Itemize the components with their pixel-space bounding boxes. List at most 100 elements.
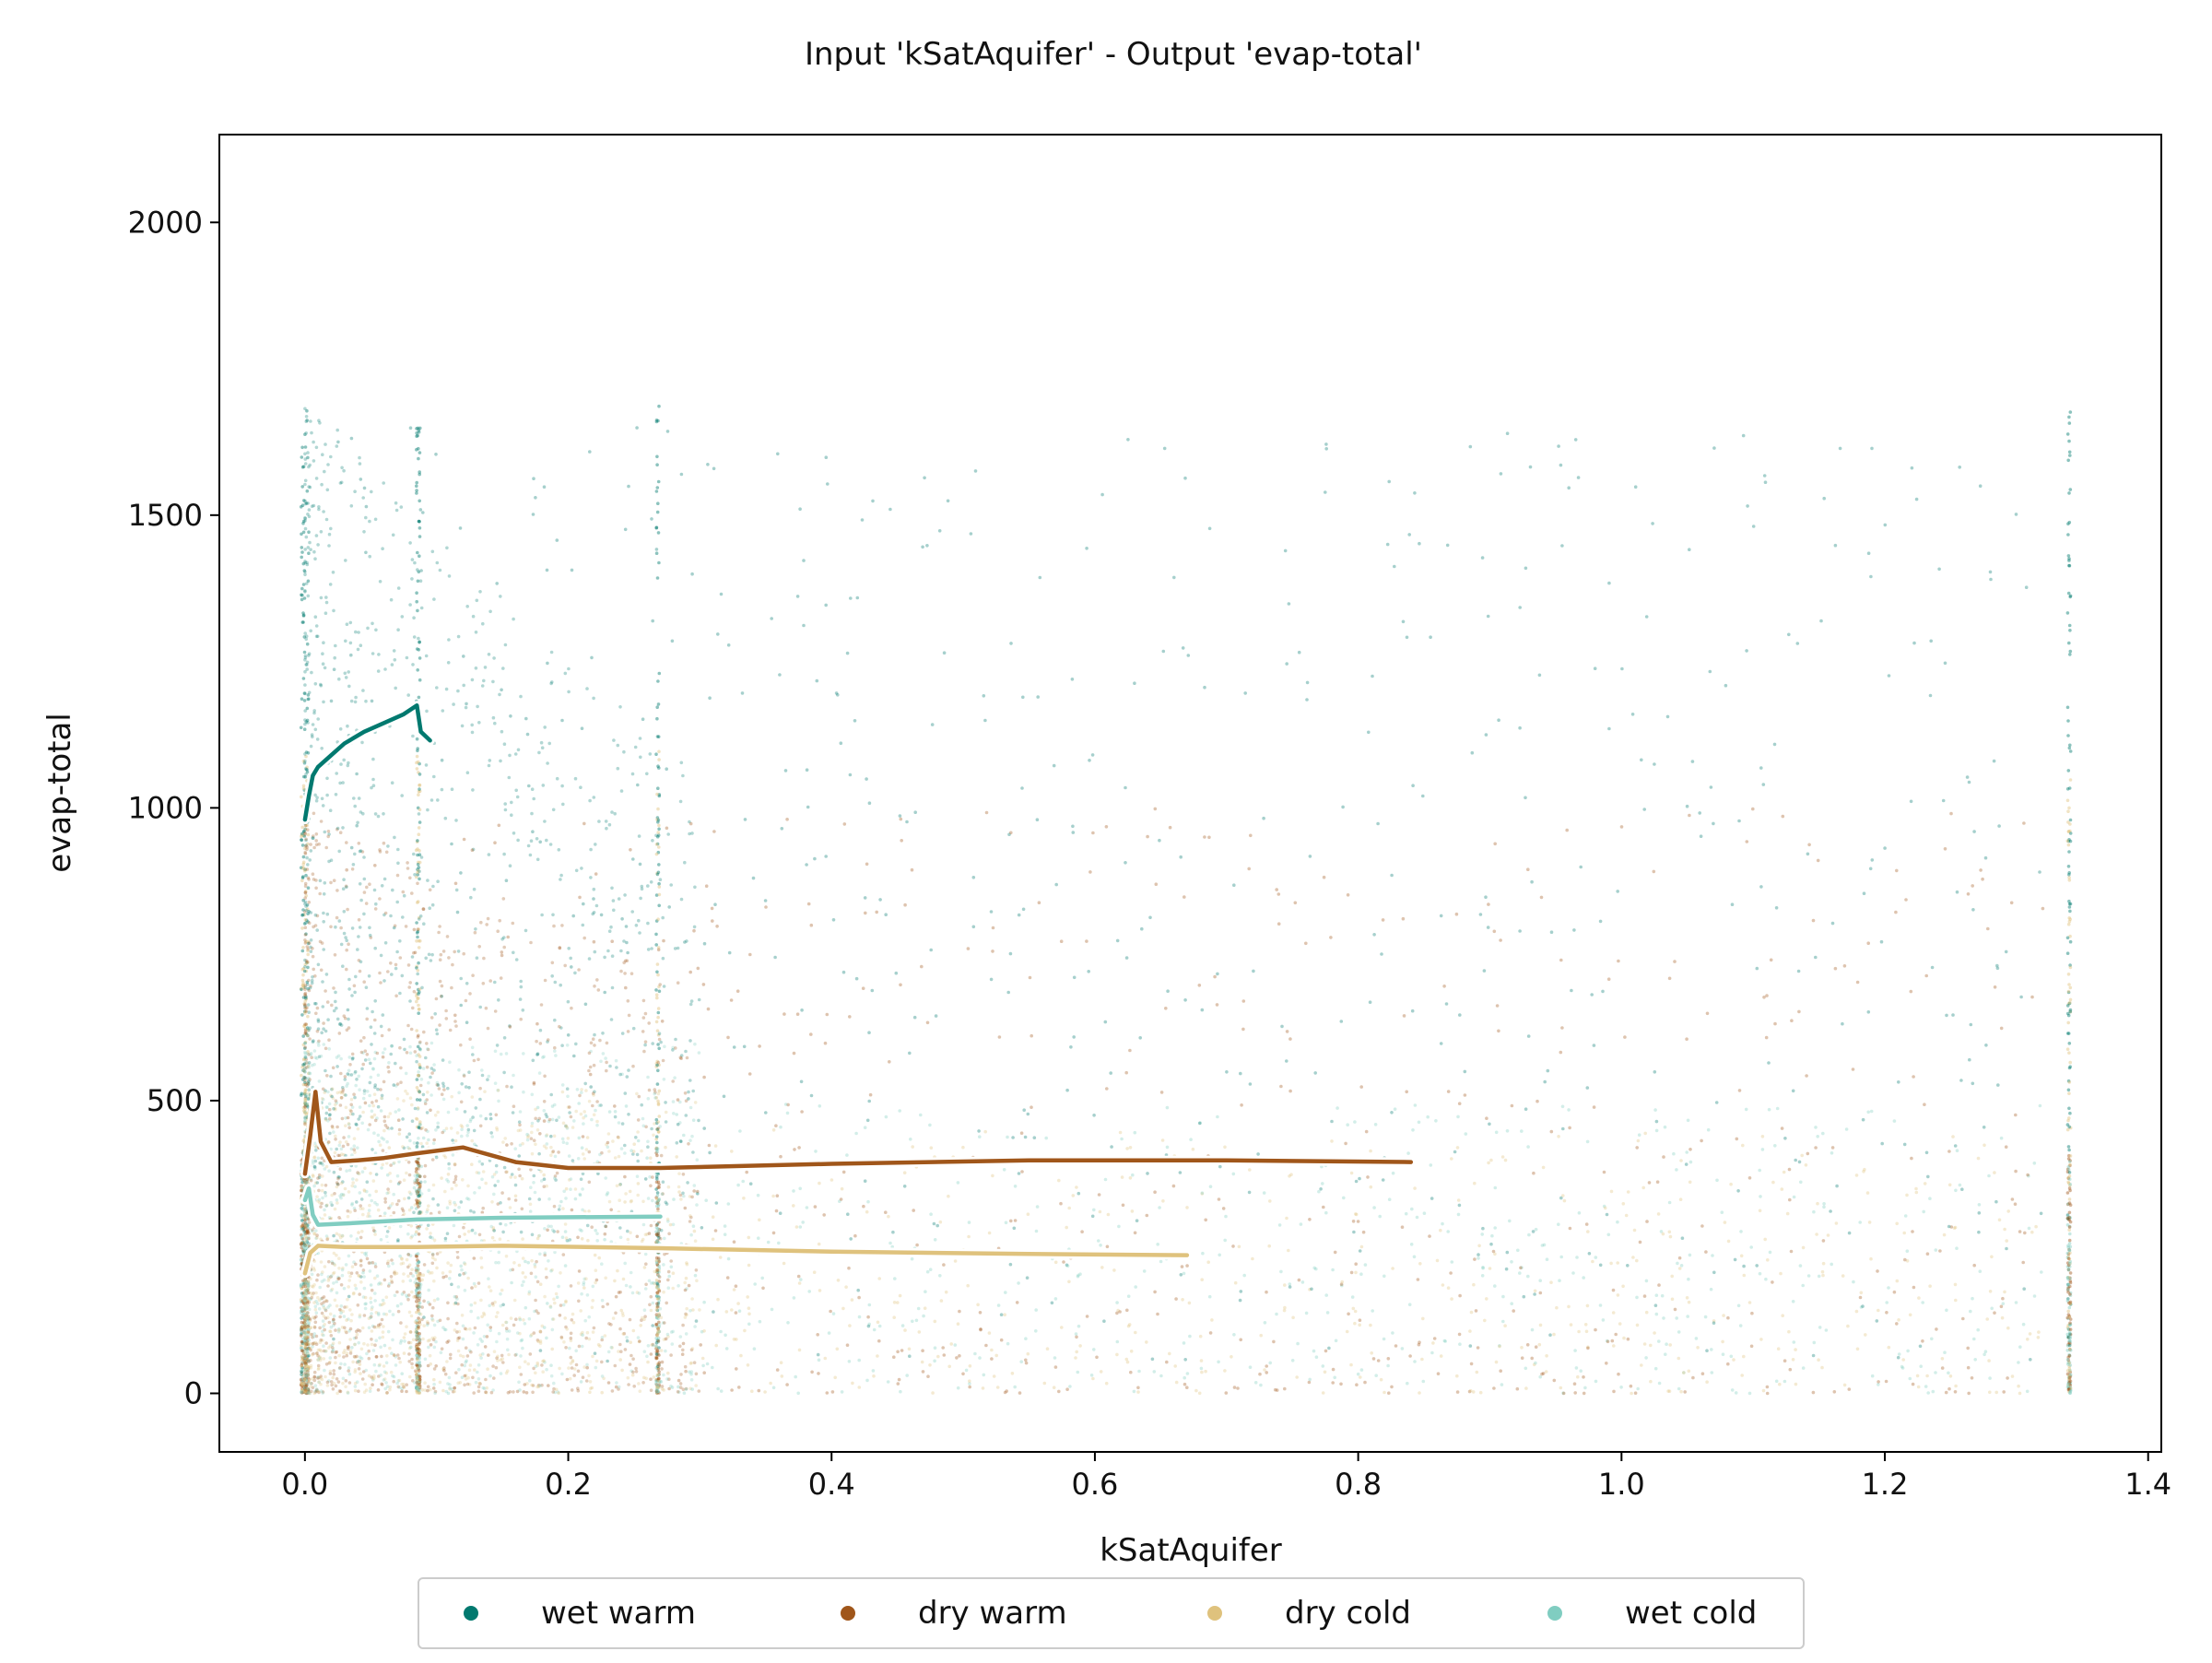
scatter-point <box>415 1192 419 1196</box>
scatter-point <box>390 973 394 976</box>
scatter-point <box>305 1305 310 1310</box>
scatter-point <box>306 1388 310 1393</box>
scatter-point <box>300 1373 303 1376</box>
scatter-point <box>299 1262 303 1267</box>
scatter-point <box>671 1048 675 1052</box>
scatter-point <box>305 1390 310 1395</box>
scatter-point <box>605 826 608 831</box>
scatter-point <box>356 647 360 652</box>
scatter-point <box>654 1325 658 1328</box>
scatter-point <box>603 1334 607 1338</box>
scatter-point <box>583 1318 587 1323</box>
scatter-point <box>415 1373 418 1377</box>
scatter-point <box>618 1183 622 1186</box>
scatter-point <box>599 1059 603 1064</box>
scatter-point <box>312 1342 316 1346</box>
scatter-point <box>492 1350 497 1353</box>
scatter-point <box>359 1207 363 1210</box>
scatter-point <box>305 1339 310 1343</box>
scatter-point <box>358 1313 362 1317</box>
scatter-point <box>302 1302 306 1305</box>
scatter-point <box>456 1285 461 1289</box>
scatter-point <box>301 530 306 535</box>
scatter-point <box>432 1068 436 1072</box>
scatter-point <box>656 850 661 855</box>
scatter-point <box>453 1209 457 1213</box>
scatter-point <box>309 1326 313 1329</box>
scatter-point <box>349 1103 354 1107</box>
scatter-point <box>497 1260 500 1265</box>
scatter-point <box>349 1073 354 1077</box>
scatter-point <box>324 1194 328 1197</box>
scatter-point <box>418 1287 422 1291</box>
scatter-point <box>417 1378 420 1382</box>
scatter-point <box>588 1380 593 1384</box>
scatter-point <box>522 1090 525 1094</box>
scatter-point <box>307 485 312 489</box>
scatter-point <box>569 1355 573 1360</box>
scatter-point <box>301 1374 305 1377</box>
scatter-point <box>300 1307 304 1312</box>
scatter-point <box>423 1163 428 1168</box>
scatter-point <box>303 1298 307 1302</box>
scatter-point <box>319 1374 324 1378</box>
scatter-point <box>2067 746 2072 750</box>
scatter-point <box>538 1028 543 1032</box>
scatter-point <box>322 1021 325 1025</box>
scatter-point <box>456 1349 461 1353</box>
scatter-point <box>448 1269 453 1274</box>
scatter-point <box>620 1122 625 1126</box>
scatter-point <box>365 885 369 890</box>
scatter-point <box>303 1317 307 1321</box>
scatter-point <box>303 1373 308 1376</box>
scatter-point <box>657 749 661 754</box>
scatter-point <box>303 1356 308 1361</box>
scatter-point <box>441 709 445 713</box>
scatter-point <box>390 1126 394 1130</box>
scatter-point <box>657 863 661 867</box>
scatter-point <box>366 1343 370 1347</box>
scatter-point <box>387 1028 392 1032</box>
scatter-point <box>545 838 548 843</box>
scatter-point <box>394 508 399 513</box>
scatter-point <box>560 1090 565 1094</box>
scatter-point <box>301 1326 305 1330</box>
scatter-point <box>311 947 314 950</box>
scatter-point <box>417 1340 421 1345</box>
scatter-point <box>391 1313 395 1316</box>
scatter-point <box>2065 1276 2070 1280</box>
scatter-point <box>301 866 305 869</box>
scatter-point <box>418 1055 422 1058</box>
scatter-point <box>390 1258 394 1262</box>
scatter-point <box>299 1283 303 1288</box>
scatter-point <box>354 974 358 979</box>
scatter-point <box>326 1018 330 1021</box>
scatter-point <box>415 1167 418 1171</box>
scatter-point <box>408 1096 413 1100</box>
scatter-point <box>543 978 547 983</box>
scatter-point <box>304 1391 308 1395</box>
scatter-point <box>416 1107 420 1111</box>
scatter-point <box>304 844 308 848</box>
scatter-point <box>299 986 303 991</box>
scatter-point <box>582 1115 585 1120</box>
scatter-point <box>415 1332 419 1337</box>
scatter-point <box>305 1337 310 1341</box>
scatter-point <box>415 599 419 604</box>
scatter-point <box>307 1358 311 1362</box>
scatter-point <box>474 1380 478 1385</box>
scatter-point <box>301 1222 305 1226</box>
scatter-point <box>300 1286 304 1290</box>
scatter-point <box>416 1366 419 1370</box>
scatter-point <box>2067 557 2071 560</box>
scatter-point <box>315 1181 320 1185</box>
scatter-point <box>299 1298 303 1302</box>
scatter-point <box>339 1181 344 1185</box>
scatter-point <box>304 893 309 898</box>
scatter-point <box>370 489 373 494</box>
scatter-point <box>406 1196 411 1200</box>
scatter-point <box>657 1370 661 1374</box>
scatter-point <box>387 1282 392 1286</box>
scatter-point <box>601 1304 605 1309</box>
scatter-point <box>463 1262 467 1267</box>
